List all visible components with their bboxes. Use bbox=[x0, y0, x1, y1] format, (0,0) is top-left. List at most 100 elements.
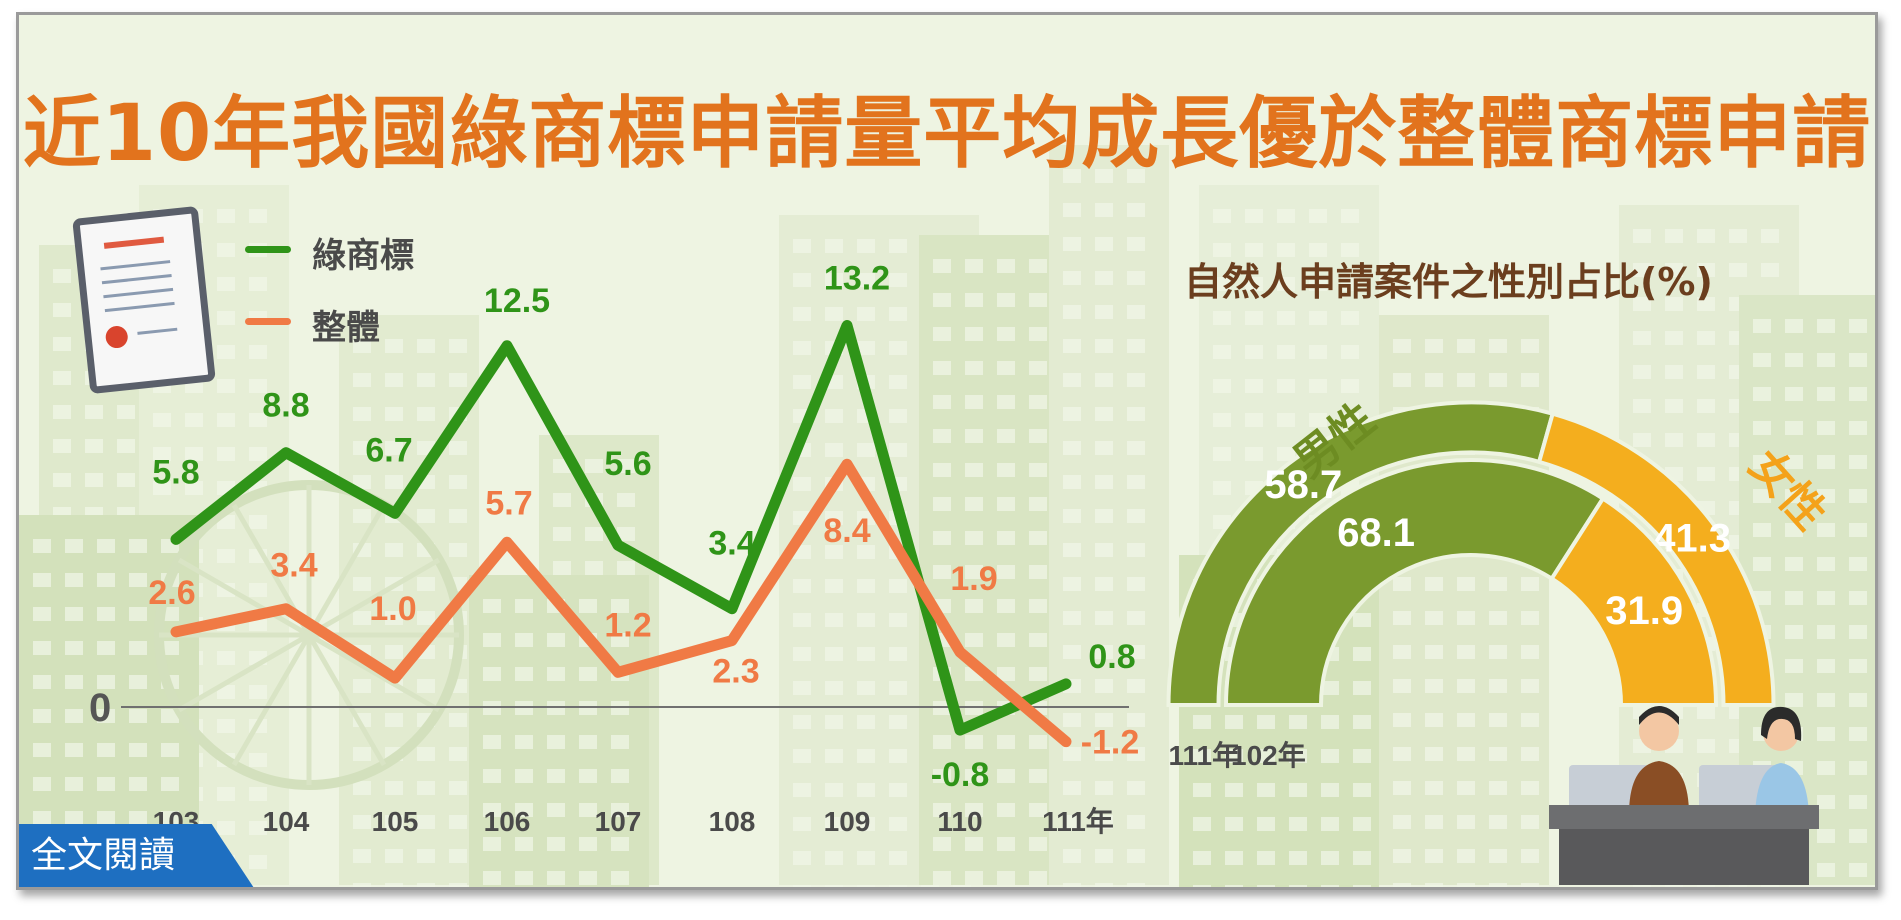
window bbox=[579, 735, 597, 749]
window bbox=[997, 429, 1015, 443]
window bbox=[1697, 229, 1715, 243]
window bbox=[161, 811, 179, 825]
window bbox=[97, 743, 115, 757]
window bbox=[1341, 209, 1359, 223]
data-point bbox=[390, 508, 400, 519]
window bbox=[449, 339, 467, 353]
window bbox=[585, 527, 603, 541]
window bbox=[515, 837, 533, 851]
window bbox=[1425, 815, 1443, 829]
window bbox=[933, 735, 951, 749]
window bbox=[385, 407, 403, 421]
window bbox=[1213, 277, 1231, 291]
window bbox=[553, 561, 571, 575]
window bbox=[1393, 611, 1411, 625]
window bbox=[53, 269, 71, 283]
office-workers-illustration bbox=[1549, 706, 1819, 885]
window bbox=[1213, 379, 1231, 393]
window bbox=[1489, 815, 1507, 829]
window bbox=[353, 815, 371, 829]
legend-label-green: 綠商標 bbox=[312, 236, 414, 276]
window bbox=[53, 303, 71, 317]
window bbox=[353, 747, 371, 761]
window bbox=[1785, 319, 1803, 333]
window bbox=[547, 837, 565, 851]
gauge-value-label: 68.1 bbox=[1337, 511, 1415, 555]
window bbox=[1489, 849, 1507, 863]
window bbox=[385, 645, 403, 659]
window bbox=[249, 413, 267, 427]
window bbox=[1095, 203, 1113, 217]
window bbox=[857, 681, 875, 695]
window bbox=[1063, 747, 1081, 761]
window bbox=[33, 607, 51, 621]
window bbox=[1127, 577, 1145, 591]
gauge-segment-female bbox=[1536, 411, 1776, 707]
window bbox=[161, 743, 179, 757]
window bbox=[1817, 693, 1835, 707]
window bbox=[1245, 243, 1263, 257]
window bbox=[417, 747, 435, 761]
window bbox=[1289, 851, 1307, 865]
window bbox=[1785, 591, 1803, 605]
window bbox=[933, 837, 951, 851]
window bbox=[353, 781, 371, 795]
window bbox=[1785, 387, 1803, 401]
window bbox=[1063, 713, 1081, 727]
data-point bbox=[390, 673, 400, 684]
window bbox=[1457, 611, 1475, 625]
read-full-text-button[interactable]: 全文閱讀 bbox=[19, 824, 254, 887]
window bbox=[1393, 645, 1411, 659]
window bbox=[611, 599, 629, 613]
data-label: 1.0 bbox=[369, 590, 416, 628]
window bbox=[933, 293, 951, 307]
window bbox=[1289, 749, 1307, 763]
window bbox=[1321, 681, 1339, 695]
window bbox=[33, 709, 51, 723]
x-tick-label: 110 bbox=[937, 806, 982, 837]
data-point bbox=[955, 647, 965, 658]
window bbox=[65, 743, 83, 757]
window bbox=[1063, 271, 1081, 285]
window bbox=[1393, 747, 1411, 761]
window bbox=[1277, 379, 1295, 393]
window bbox=[1309, 413, 1327, 427]
window bbox=[1127, 611, 1145, 625]
window bbox=[997, 565, 1015, 579]
window bbox=[585, 561, 603, 575]
window bbox=[1393, 849, 1411, 863]
window bbox=[417, 577, 435, 591]
window bbox=[1633, 331, 1651, 345]
window bbox=[1489, 645, 1507, 659]
window bbox=[1193, 851, 1211, 865]
window bbox=[1341, 413, 1359, 427]
window bbox=[1817, 421, 1835, 435]
window bbox=[793, 477, 811, 491]
window bbox=[921, 885, 939, 887]
window bbox=[793, 273, 811, 287]
window bbox=[547, 735, 565, 749]
window bbox=[793, 681, 811, 695]
window bbox=[353, 509, 371, 523]
window bbox=[997, 599, 1015, 613]
window bbox=[933, 327, 951, 341]
window bbox=[1029, 531, 1047, 545]
window bbox=[1697, 467, 1715, 481]
window bbox=[1353, 851, 1371, 865]
window bbox=[33, 573, 51, 587]
window bbox=[515, 599, 533, 613]
window bbox=[965, 395, 983, 409]
window bbox=[483, 633, 501, 647]
window bbox=[249, 855, 267, 869]
window bbox=[1849, 727, 1867, 741]
window bbox=[1489, 747, 1507, 761]
window bbox=[117, 473, 135, 487]
window bbox=[1213, 447, 1231, 461]
data-label: 5.7 bbox=[485, 484, 532, 522]
window bbox=[1393, 679, 1411, 693]
window bbox=[825, 273, 843, 287]
window bbox=[1665, 263, 1683, 277]
window bbox=[53, 405, 71, 419]
window bbox=[997, 259, 1015, 273]
window bbox=[997, 463, 1015, 477]
